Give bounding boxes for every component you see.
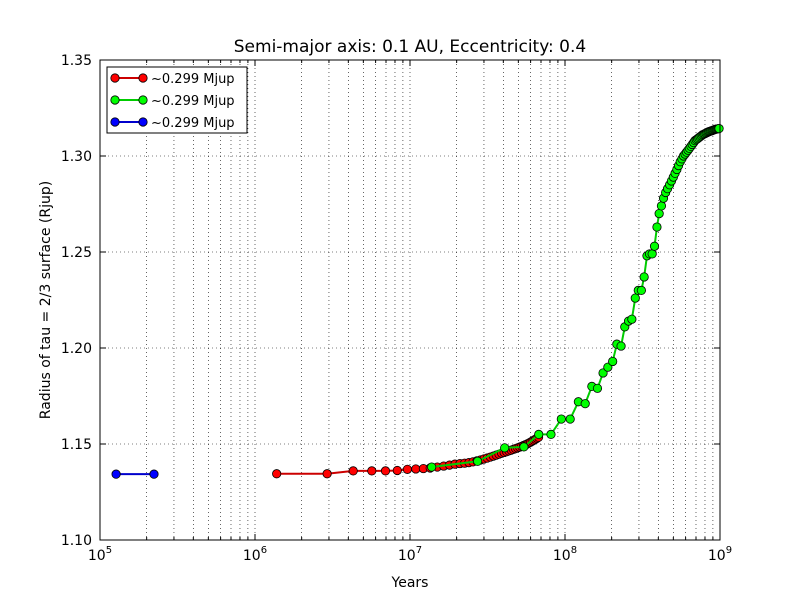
- data-point: [149, 469, 159, 479]
- data-point: [616, 341, 626, 351]
- data-point: [111, 469, 121, 479]
- data-point: [592, 383, 603, 393]
- data-point: [656, 201, 667, 211]
- data-point: [647, 249, 657, 259]
- data-point: [714, 123, 724, 134]
- legend-entry-label: ~0.299 Mjup: [151, 72, 235, 87]
- x-tick-label: 108: [553, 545, 577, 564]
- data-point: [580, 399, 590, 409]
- data-point: [367, 466, 377, 476]
- data-point: [636, 285, 646, 295]
- data-point: [272, 469, 282, 479]
- data-point: [652, 222, 662, 232]
- data-point: [322, 469, 332, 479]
- data-point: [630, 293, 640, 303]
- y-axis-label: Radius of tau = 2/3 surface (Rjup): [38, 181, 54, 419]
- data-point: [500, 443, 510, 453]
- data-point: [534, 429, 544, 439]
- legend-marker: [138, 117, 148, 127]
- data-point: [392, 465, 402, 476]
- data-point: [639, 272, 649, 282]
- legend-marker: [138, 73, 148, 83]
- x-tick-label-base: 10: [88, 548, 106, 564]
- legend-marker: [110, 95, 120, 105]
- data-point: [411, 464, 421, 474]
- data-point: [608, 356, 618, 367]
- x-tick-label: 106: [243, 545, 267, 564]
- x-tick-label-exponent: 6: [261, 545, 267, 556]
- series-2: [427, 123, 724, 472]
- legend-entry-label: ~0.299 Mjup: [151, 116, 235, 131]
- data-point: [556, 414, 566, 424]
- data-point: [649, 241, 660, 251]
- y-tick-label: 1.35: [61, 53, 92, 69]
- y-tick-label: 1.10: [61, 533, 92, 549]
- data-point: [519, 442, 529, 452]
- data-point: [380, 466, 391, 476]
- data-point: [427, 462, 437, 472]
- x-tick-label: 107: [398, 545, 422, 564]
- x-tick-label-base: 10: [553, 548, 571, 564]
- x-tick-label-base: 10: [243, 548, 261, 564]
- legend-marker: [110, 117, 120, 127]
- x-tick-label-base: 10: [398, 548, 416, 564]
- x-tick-label-exponent: 8: [571, 545, 577, 556]
- grid: [99, 59, 720, 541]
- x-tick-label: 105: [88, 545, 112, 564]
- x-axis-label: Years: [391, 575, 429, 591]
- data-point: [546, 429, 556, 439]
- legend-entry-label: ~0.299 Mjup: [151, 94, 235, 109]
- series-layer: [111, 123, 724, 479]
- legend: ~0.299 Mjup ~0.299 Mjup ~0.299 Mjup: [106, 66, 248, 134]
- data-point: [473, 456, 483, 466]
- x-tick-label: 109: [708, 545, 732, 564]
- data-point: [402, 464, 412, 474]
- y-tick-label: 1.25: [61, 245, 92, 261]
- x-tick-label-exponent: 7: [416, 545, 422, 556]
- y-tick-label: 1.20: [61, 341, 92, 357]
- legend-marker: [138, 95, 148, 105]
- x-tick-label-exponent: 9: [726, 545, 732, 556]
- chart-title: Semi-major axis: 0.1 AU, Eccentricity: 0…: [234, 37, 586, 57]
- y-tick-label: 1.30: [61, 149, 92, 165]
- x-tick-label-base: 10: [708, 548, 726, 564]
- x-tick-label-exponent: 5: [106, 545, 112, 556]
- legend-marker: [110, 73, 120, 83]
- data-point: [348, 466, 358, 476]
- data-point: [627, 314, 637, 324]
- data-point: [565, 414, 575, 424]
- series-3: [111, 469, 159, 479]
- data-point: [654, 209, 664, 219]
- y-tick-label: 1.15: [61, 437, 92, 453]
